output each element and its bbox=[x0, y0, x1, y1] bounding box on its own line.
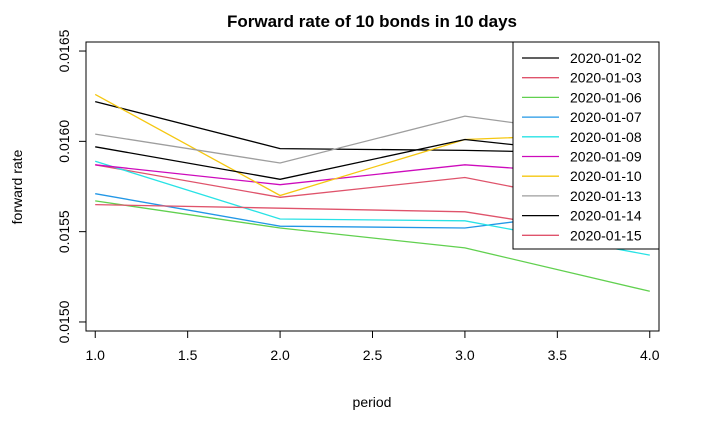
x-tick-label: 2.0 bbox=[270, 347, 290, 363]
legend-label: 2020-01-06 bbox=[570, 89, 642, 105]
x-axis-label: period bbox=[353, 394, 392, 410]
legend-label: 2020-01-15 bbox=[570, 227, 642, 243]
series-line-2020-01-06 bbox=[95, 200, 650, 292]
legend-label: 2020-01-07 bbox=[570, 109, 642, 125]
y-tick-label: 0.0165 bbox=[56, 29, 72, 72]
legend-label: 2020-01-02 bbox=[570, 50, 642, 66]
x-tick-label: 2.5 bbox=[363, 347, 383, 363]
y-axis: 0.0150 0.0155 0.0160 0.0165 bbox=[56, 29, 87, 343]
legend-box bbox=[512, 41, 660, 250]
legend-label: 2020-01-14 bbox=[570, 208, 642, 224]
y-tick-label: 0.0155 bbox=[56, 210, 72, 253]
legend-label: 2020-01-13 bbox=[570, 188, 642, 204]
y-tick-label: 0.0160 bbox=[56, 120, 72, 163]
x-tick-label: 3.0 bbox=[455, 347, 475, 363]
y-tick-label: 0.0150 bbox=[56, 300, 72, 343]
x-tick-label: 3.5 bbox=[548, 347, 568, 363]
legend-label: 2020-01-03 bbox=[570, 70, 642, 86]
x-tick-label: 1.0 bbox=[86, 347, 106, 363]
legend-label: 2020-01-10 bbox=[570, 168, 642, 184]
x-tick-label: 1.5 bbox=[178, 347, 198, 363]
x-axis: 1.0 1.5 2.0 2.5 3.0 3.5 4.0 bbox=[86, 330, 660, 363]
legend-label: 2020-01-08 bbox=[570, 129, 642, 145]
legend-label: 2020-01-09 bbox=[570, 149, 642, 165]
legend: 2020-01-02 2020-01-03 2020-01-06 2020-01-07… bbox=[512, 41, 660, 250]
y-axis-label: forward rate bbox=[9, 149, 25, 224]
chart-title: Forward rate of 10 bonds in 10 days bbox=[227, 12, 517, 31]
x-tick-label: 4.0 bbox=[640, 347, 660, 363]
